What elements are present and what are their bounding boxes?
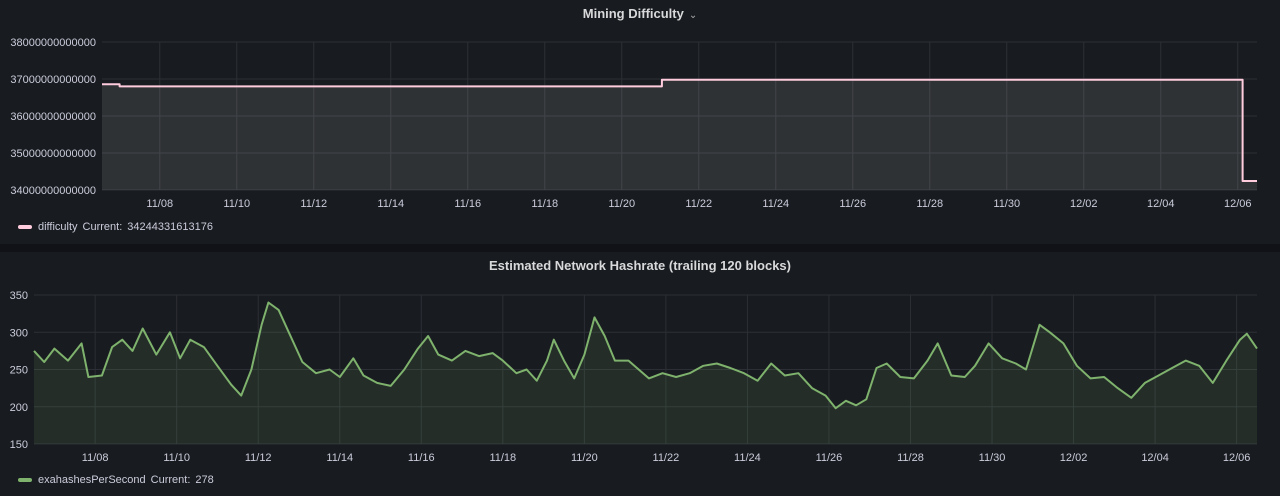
hashrate-x-tick-label: 11/10: [163, 452, 190, 464]
difficulty-panel-title[interactable]: Mining Difficulty ⌄: [0, 6, 1280, 21]
hashrate-x-tick-label: 12/02: [1060, 452, 1088, 464]
exahashesPerSecond-series-area: [34, 302, 1257, 444]
difficulty-legend-swatch: [18, 225, 32, 229]
difficulty-x-tick-label: 12/04: [1147, 198, 1175, 210]
difficulty-x-tick-label: 11/30: [993, 198, 1020, 210]
hashrate-x-tick-label: 11/16: [408, 452, 435, 464]
difficulty-x-tick-label: 11/22: [685, 198, 712, 210]
hashrate-x-tick-label: 11/28: [897, 452, 924, 464]
hashrate-legend[interactable]: exahashesPerSecond Current: 278: [18, 474, 214, 486]
difficulty-chart: 34000000000000 35000000000000 360000000000…: [10, 37, 1257, 210]
hashrate-x-tick-label: 11/24: [734, 452, 761, 464]
difficulty-legend-series: difficulty: [38, 221, 78, 233]
hashrate-panel: Estimated Network Hashrate (trailing 120…: [0, 252, 1280, 496]
difficulty-panel: Mining Difficulty ⌄ 34000000000000 3500000…: [0, 0, 1280, 244]
difficulty-x-tick-label: 11/08: [146, 198, 173, 210]
hashrate-legend-swatch: [18, 478, 32, 482]
hashrate-x-tick-label: 11/18: [489, 452, 516, 464]
hashrate-x-tick-label: 11/20: [571, 452, 598, 464]
difficulty-y-tick-label: 34000000000000: [10, 185, 96, 197]
hashrate-x-tick-label: 11/14: [326, 452, 353, 464]
hashrate-y-tick-label: 150: [10, 439, 28, 451]
difficulty-series-area: [102, 79, 1257, 190]
difficulty-x-tick-label: 11/24: [762, 198, 789, 210]
difficulty-y-tick-label: 38000000000000: [10, 37, 96, 49]
hashrate-legend-current-label: Current:: [150, 474, 191, 486]
difficulty-panel-title-text: Mining Difficulty: [582, 6, 684, 21]
hashrate-x-tick-label: 11/12: [245, 452, 272, 464]
difficulty-series-line: [102, 78, 1257, 182]
hashrate-chart: 150 200 250 300 350 11/08 11/10 11/12 11/14 11/16…: [10, 290, 1258, 464]
difficulty-x-tick-label: 11/12: [300, 198, 327, 210]
difficulty-x-tick-label: 12/06: [1224, 198, 1252, 210]
difficulty-x-tick-label: 11/26: [839, 198, 866, 210]
hashrate-legend-current-value: 278: [195, 474, 214, 486]
hashrate-panel-title-text: Estimated Network Hashrate (trailing 120…: [489, 258, 791, 273]
difficulty-x-tick-label: 11/14: [377, 198, 404, 210]
difficulty-x-tick-label: 12/02: [1070, 198, 1098, 210]
hashrate-legend-series: exahashesPerSecond: [38, 474, 146, 486]
hashrate-y-tick-label: 250: [10, 365, 28, 377]
difficulty-y-tick-label: 37000000000000: [10, 74, 96, 86]
hashrate-y-tick-label: 200: [10, 402, 28, 414]
chevron-down-icon[interactable]: ⌄: [688, 10, 698, 21]
hashrate-x-tick-label: 12/06: [1223, 452, 1251, 464]
difficulty-x-tick-label: 11/18: [531, 198, 558, 210]
difficulty-y-tick-label: 35000000000000: [10, 148, 96, 160]
difficulty-legend-current-value: 34244331613176: [127, 221, 213, 233]
difficulty-x-tick-label: 11/28: [916, 198, 943, 210]
difficulty-legend[interactable]: difficulty Current: 34244331613176: [18, 221, 213, 233]
hashrate-x-tick-label: 11/08: [82, 452, 109, 464]
hashrate-x-tick-label: 11/22: [653, 452, 680, 464]
hashrate-panel-title[interactable]: Estimated Network Hashrate (trailing 120…: [0, 258, 1280, 273]
hashrate-y-tick-label: 300: [10, 327, 28, 339]
difficulty-y-tick-label: 36000000000000: [10, 111, 96, 123]
hashrate-y-tick-label: 350: [10, 290, 28, 302]
exahashesPerSecond-series-line: [33, 301, 1258, 410]
difficulty-x-tick-label: 11/16: [454, 198, 481, 210]
difficulty-x-tick-label: 11/20: [608, 198, 635, 210]
hashrate-x-tick-label: 11/26: [816, 452, 843, 464]
difficulty-x-tick-label: 11/10: [223, 198, 250, 210]
difficulty-legend-current-label: Current:: [82, 221, 123, 233]
hashrate-x-tick-label: 11/30: [979, 452, 1006, 464]
hashrate-x-tick-label: 12/04: [1141, 452, 1169, 464]
